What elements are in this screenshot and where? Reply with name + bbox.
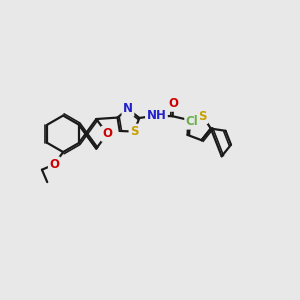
Text: O: O bbox=[49, 158, 59, 171]
Text: Cl: Cl bbox=[186, 115, 198, 128]
Text: O: O bbox=[168, 97, 178, 110]
Text: O: O bbox=[102, 127, 112, 140]
Text: NH: NH bbox=[146, 109, 166, 122]
Text: S: S bbox=[130, 125, 139, 138]
Text: N: N bbox=[123, 102, 133, 116]
Text: S: S bbox=[198, 110, 207, 123]
